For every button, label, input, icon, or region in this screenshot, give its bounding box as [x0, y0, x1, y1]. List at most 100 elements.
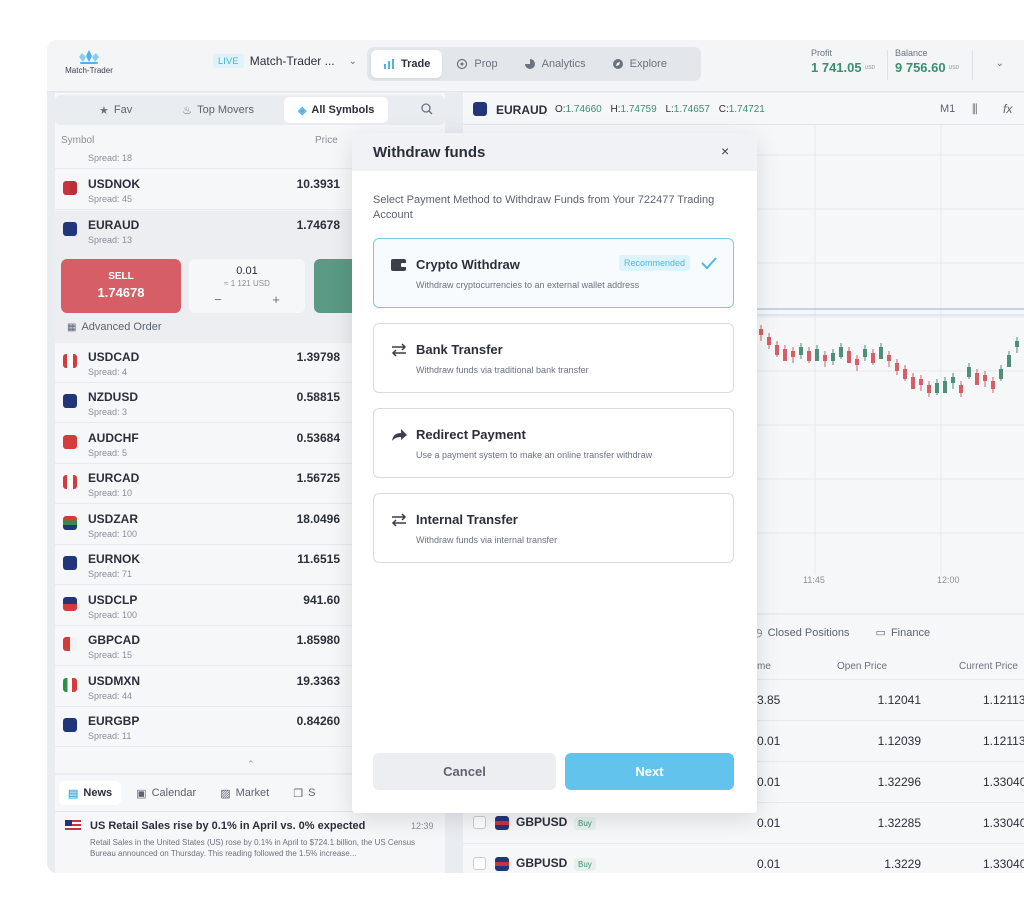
symbol-name: EURCAD	[88, 471, 140, 485]
function-icon[interactable]: fx	[1003, 102, 1013, 116]
tab-fav[interactable]: ★ Fav	[59, 97, 168, 123]
symbol-spread: Spread: 4	[88, 367, 128, 377]
close-icon[interactable]: ×	[721, 143, 730, 159]
candle-body	[999, 369, 1003, 379]
flag-icon	[63, 718, 77, 732]
candles-group	[759, 325, 1019, 397]
news-icon: ▤	[68, 787, 79, 800]
layers-icon: ◈	[297, 104, 307, 117]
column-current-price[interactable]: Current Price	[959, 661, 1018, 672]
transfer-arrows-icon	[391, 343, 407, 357]
plus-button[interactable]: +	[272, 292, 280, 307]
position-volume: 0.01	[757, 857, 781, 871]
candle-body	[831, 353, 835, 361]
search-icon[interactable]	[421, 102, 433, 118]
symbol-price: 0.53684	[296, 431, 340, 445]
candle-body	[911, 377, 915, 389]
account-name: Match-Trader ...	[249, 54, 335, 68]
balance-amount: 9 756.60	[895, 60, 946, 75]
minus-button[interactable]: −	[214, 292, 222, 307]
tab-label: Analytics	[541, 58, 586, 70]
tab-explore[interactable]: Explore	[600, 50, 679, 78]
option-crypto-withdraw[interactable]: Crypto Withdraw Recommended Withdraw cry…	[373, 238, 734, 308]
main-nav-tabs: Trade Prop Analytics Explore	[367, 47, 701, 81]
symbol-price: 941.60	[303, 593, 340, 607]
option-bank-transfer[interactable]: Bank Transfer Withdraw funds via traditi…	[373, 323, 734, 393]
account-selector[interactable]: LIVE Match-Trader ... ⌄	[213, 54, 357, 68]
tab-label: Closed Positions	[767, 626, 850, 639]
flag-icon	[473, 102, 487, 116]
timeframe-selector[interactable]: M1	[940, 103, 956, 115]
chevron-down-icon[interactable]: ⌄	[995, 58, 1004, 69]
option-redirect-payment[interactable]: Redirect Payment Use a payment system to…	[373, 408, 734, 478]
candle-body	[919, 379, 923, 385]
symbol-name: GBPCAD	[88, 633, 141, 647]
symbol-name: EURNOK	[88, 552, 141, 566]
candles-icon[interactable]: ⫼	[972, 102, 978, 116]
column-open-price[interactable]: Open Price	[837, 661, 888, 672]
clock-icon: ◷	[753, 627, 763, 639]
tab-top-movers[interactable]: ♨ Top Movers	[168, 97, 284, 123]
profit-label: Profit	[811, 48, 833, 58]
symbol-spread: Spread: 13	[88, 235, 133, 245]
advanced-order-button[interactable]: ▦ Advanced Order	[67, 321, 162, 333]
tab-closed-positions[interactable]: ◷ Closed Positions	[753, 626, 850, 640]
advanced-order-label: Advanced Order	[81, 321, 162, 333]
sell-button[interactable]: SELL 1.74678	[61, 259, 181, 313]
quantity-stepper[interactable]: 0.01 ≈ 1 121 USD − +	[189, 259, 305, 313]
tab-news[interactable]: ▤ News	[59, 781, 122, 805]
quantity-value: 0.01	[236, 265, 258, 277]
tab-analytics[interactable]: Analytics	[512, 50, 598, 78]
logo[interactable]: Match-Trader	[63, 49, 115, 75]
position-current-price: 1.12113	[983, 734, 1024, 748]
copy-icon: ❐	[293, 787, 304, 800]
tab-all-symbols[interactable]: ◈ All Symbols	[283, 97, 389, 123]
tab-prop[interactable]: Prop	[444, 50, 509, 78]
symbol-price: 10.3931	[296, 177, 340, 191]
symbol-spread: Spread: 3	[88, 407, 128, 417]
tab-calendar[interactable]: ▣ Calendar	[127, 781, 205, 805]
row-checkbox[interactable]	[473, 857, 486, 870]
news-title: US Retail Sales rise by 0.1% in April vs…	[90, 820, 366, 832]
candle-body	[927, 385, 931, 393]
next-button[interactable]: Next	[565, 753, 734, 790]
column-price: Price	[315, 135, 338, 146]
column-volume[interactable]: me	[757, 661, 771, 672]
tab-finance[interactable]: ▭ Finance	[875, 626, 931, 640]
balance-stat: Balance 9 756.60 USD	[895, 48, 959, 75]
option-internal-transfer[interactable]: Internal Transfer Withdraw funds via int…	[373, 493, 734, 563]
candle-body	[783, 349, 787, 361]
cancel-button[interactable]: Cancel	[373, 753, 556, 790]
tab-partial[interactable]: ❐ S	[284, 781, 324, 805]
side-badge: Buy	[574, 858, 596, 871]
calendar-icon: ▣	[136, 787, 147, 800]
tab-label: Prop	[474, 58, 498, 70]
tab-market[interactable]: ▨ Market	[211, 781, 278, 805]
position-open-price: 1.12041	[877, 693, 921, 707]
symbol-row-partial[interactable]: Spread: 18	[55, 151, 445, 169]
position-current-price: 1.33040	[983, 816, 1024, 830]
candle-body	[1015, 341, 1019, 347]
candle-body	[903, 369, 907, 379]
candle-body	[839, 347, 843, 357]
tab-label: Finance	[890, 626, 931, 639]
news-time: 12:39	[411, 821, 434, 831]
tab-trade[interactable]: Trade	[371, 50, 443, 78]
high-label: H:	[610, 104, 621, 115]
position-row[interactable]: GBPUSD Buy 0.01 1.3229 1.33040	[463, 843, 1024, 873]
ohlc-readout: O:1.74660 H:1.74759 L:1.74657 C:1.74721	[555, 104, 771, 115]
symbol-name: USDCLP	[88, 593, 138, 607]
card-icon: ▭	[875, 627, 886, 639]
candle-body	[951, 377, 955, 383]
position-open-price: 1.32285	[877, 816, 921, 830]
flag-icon	[63, 678, 77, 692]
candle-body	[767, 337, 771, 345]
symbol-name: NZDUSD	[88, 390, 138, 404]
row-checkbox[interactable]	[473, 816, 486, 829]
expand-handle-icon[interactable]: ⌃	[247, 759, 255, 769]
top-header: Match-Trader LIVE Match-Trader ... ⌄ Tra…	[47, 40, 1024, 92]
uk-flag-icon	[495, 857, 509, 871]
news-item[interactable]: US Retail Sales rise by 0.1% in April vs…	[55, 811, 445, 873]
target-icon	[457, 58, 468, 70]
uk-flag-icon	[495, 816, 509, 830]
